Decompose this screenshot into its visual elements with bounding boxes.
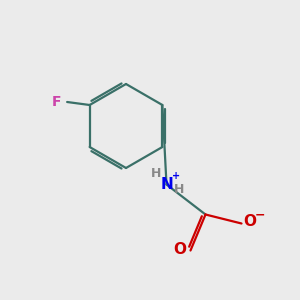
Text: O: O xyxy=(243,214,256,230)
Text: −: − xyxy=(255,208,266,222)
Text: H: H xyxy=(174,183,184,196)
Text: +: + xyxy=(172,171,180,181)
Text: O: O xyxy=(173,242,186,257)
Text: N: N xyxy=(160,177,173,192)
Text: F: F xyxy=(52,95,62,109)
Text: H: H xyxy=(151,167,161,180)
